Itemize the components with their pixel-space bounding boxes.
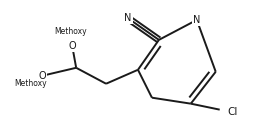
Text: O: O (38, 71, 46, 81)
Text: N: N (124, 13, 132, 23)
Text: N: N (193, 15, 200, 25)
Text: Methoxy: Methoxy (14, 79, 47, 88)
Text: Methoxy: Methoxy (54, 27, 86, 36)
Text: Cl: Cl (228, 107, 238, 117)
Text: O: O (68, 41, 76, 51)
